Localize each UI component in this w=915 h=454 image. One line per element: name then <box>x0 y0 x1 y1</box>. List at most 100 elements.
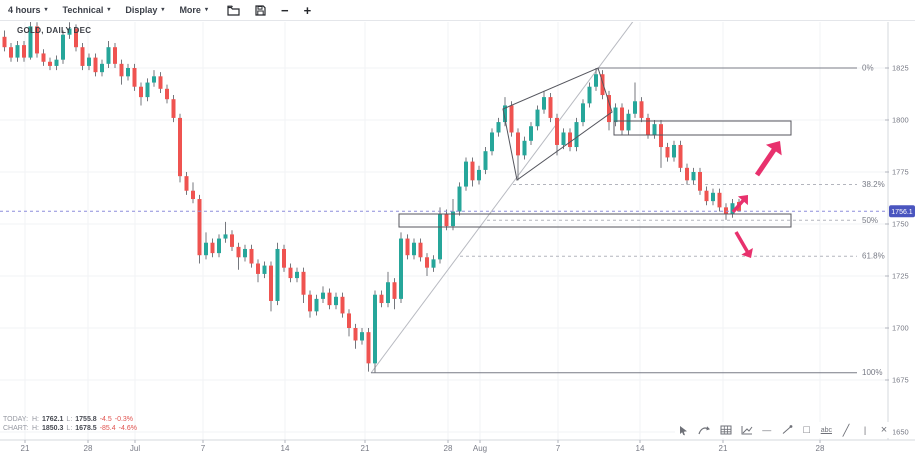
chart-high: 1850.3 <box>42 425 64 432</box>
candle-body <box>698 172 702 191</box>
price-axis-label: 1675 <box>892 376 909 385</box>
text-tool-icon[interactable]: abc <box>820 426 832 434</box>
date-axis-label: Aug <box>473 444 487 453</box>
chart-change-pct: -4.6% <box>118 425 137 432</box>
today-change-pct: -0.3% <box>114 416 134 423</box>
candle-body <box>470 161 475 181</box>
more-menu[interactable]: More ▾ <box>179 5 208 15</box>
candle-body <box>282 248 286 268</box>
chevron-down-icon: ▾ <box>161 7 165 13</box>
candle-body <box>444 213 449 227</box>
fib-level-label: 50% <box>862 216 878 225</box>
save-icon[interactable] <box>255 4 266 16</box>
candle-body <box>620 107 624 131</box>
candle-body <box>431 259 436 268</box>
candle-body <box>347 313 351 328</box>
technical-menu[interactable]: Technical ▾ <box>63 5 111 15</box>
candle-body <box>295 271 299 279</box>
candle-body <box>366 332 371 364</box>
cursor-icon[interactable] <box>679 424 689 436</box>
candle-body <box>672 144 676 158</box>
folder-icon[interactable] <box>227 5 240 16</box>
candle-body <box>61 34 65 60</box>
candle-body <box>178 117 182 177</box>
ray-tool-icon[interactable]: ╱ <box>842 424 850 437</box>
date-axis-label: 7 <box>556 444 561 453</box>
stats-row-chart: CHART: H: 1850.3 L: 1678.5 -85.4 -4.6% <box>3 424 140 433</box>
candle-body <box>93 57 98 73</box>
candle-body <box>22 45 26 58</box>
candle-body <box>685 167 689 181</box>
trend-chart-icon[interactable] <box>741 424 753 436</box>
candle-body <box>301 271 306 295</box>
arrow-shaft <box>731 198 746 214</box>
candle-body <box>477 169 481 181</box>
candle-body <box>652 124 657 135</box>
curve-arrow-icon[interactable] <box>698 424 711 436</box>
candle-body <box>87 57 91 66</box>
date-axis-label: 7 <box>201 444 206 453</box>
date-axis-label: 21 <box>361 444 370 453</box>
candle-body <box>158 76 163 89</box>
close-icon[interactable]: × <box>880 424 888 436</box>
price-axis-label: 1825 <box>892 64 909 73</box>
top-toolbar: 4 hours ▾ Technical ▾ Display ▾ More ▾ −… <box>0 0 915 21</box>
candle-body <box>522 140 527 156</box>
candle-body <box>360 332 364 341</box>
timeframe-dropdown[interactable]: 4 hours ▾ <box>8 5 48 15</box>
candle-body <box>132 68 137 87</box>
candle-body <box>67 28 72 35</box>
date-axis-label: Jul <box>130 444 140 453</box>
zoom-in-button[interactable]: + <box>303 2 312 18</box>
chart-low: 1678.5 <box>75 425 97 432</box>
candle-body <box>321 292 325 299</box>
date-axis-label: 14 <box>636 444 645 453</box>
today-low: 1755.8 <box>75 416 97 423</box>
candle-body <box>529 126 533 141</box>
rectangle-tool-icon[interactable]: □ <box>803 424 811 436</box>
today-label: TODAY: <box>3 416 29 423</box>
candle-body <box>607 95 611 123</box>
drawing-toolbar: — □ abc ╱ | × <box>674 422 893 438</box>
candle-body <box>15 45 20 58</box>
candle-body <box>386 282 390 304</box>
candle-body <box>438 213 442 260</box>
fib-level-label: 0% <box>862 64 874 73</box>
price-axis-label: 1775 <box>892 168 909 177</box>
candle-body <box>483 151 488 170</box>
arrow-shaft <box>754 146 778 177</box>
candle-body <box>633 101 637 114</box>
trend-segment-icon[interactable] <box>781 424 793 436</box>
candle-body <box>269 265 273 301</box>
zoom-out-button[interactable]: − <box>280 2 289 18</box>
candle-body <box>217 238 221 254</box>
candle-body <box>639 101 644 118</box>
candle-body <box>646 117 650 135</box>
toolbar-divider: | <box>863 424 867 435</box>
candle-body <box>399 238 403 299</box>
candle-body <box>106 47 111 64</box>
candle-body <box>334 296 338 306</box>
candle-body <box>464 161 468 187</box>
candle-body <box>165 88 169 100</box>
date-axis-label: 28 <box>84 444 93 453</box>
candle-body <box>425 257 429 268</box>
candle-body <box>503 105 507 123</box>
candle-body <box>600 74 605 96</box>
resistance-box <box>613 120 792 136</box>
fib-level-label: 61.8% <box>862 252 885 261</box>
candle-body <box>223 234 228 239</box>
candle-body <box>126 68 130 77</box>
candle-body <box>249 248 254 264</box>
date-axis-label: 14 <box>281 444 290 453</box>
candle-body <box>516 132 520 156</box>
grid-icon[interactable] <box>720 424 732 436</box>
candle-body <box>353 328 358 341</box>
horizontal-line-icon[interactable]: — <box>762 424 772 435</box>
candle-body <box>197 199 202 256</box>
display-menu[interactable]: Display ▾ <box>125 5 164 15</box>
chart-change: -85.4 <box>99 425 116 432</box>
today-high: 1762.1 <box>42 416 64 423</box>
candle-body <box>457 186 462 212</box>
